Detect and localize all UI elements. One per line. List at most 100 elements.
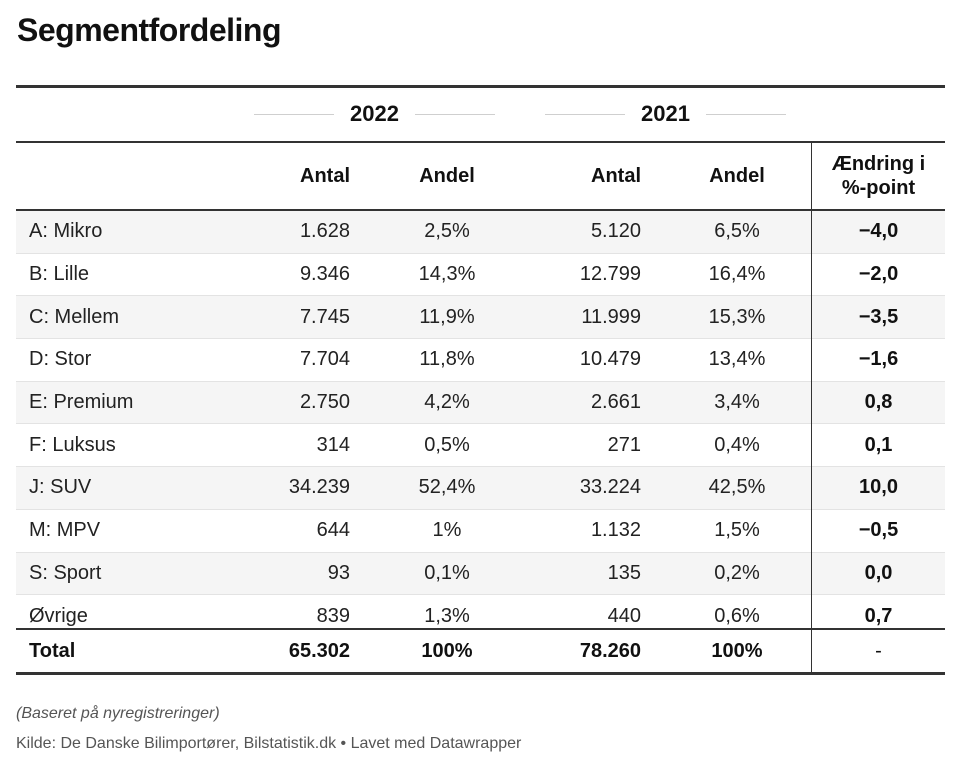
andel-2021-cell: 13,4% — [708, 348, 766, 371]
year-divider-line — [545, 114, 625, 115]
subheader-rule — [16, 209, 945, 211]
change-cell: −1,6 — [858, 348, 899, 371]
andel-2022-cell: 11,8% — [419, 348, 475, 371]
total-antal-2022: 65.302 — [288, 639, 350, 662]
col-header-change-line2: %-point — [841, 177, 916, 199]
andel-2021-cell: 15,3% — [708, 305, 766, 328]
segment-label: A: Mikro — [29, 220, 103, 243]
col-header-andel-2021: Andel — [709, 164, 765, 187]
andel-2021-cell: 6,5% — [714, 220, 760, 243]
antal-2021-cell: 5.120 — [590, 220, 641, 243]
change-cell: −4,0 — [858, 220, 899, 243]
segment-label: C: Mellem — [29, 305, 120, 328]
antal-2022-cell: 34.239 — [288, 476, 350, 499]
antal-2021-cell: 271 — [607, 433, 641, 456]
andel-2022-cell: 0,1% — [424, 561, 470, 584]
segment-label: M: MPV — [29, 519, 101, 542]
andel-2021-cell: 3,4% — [714, 391, 760, 414]
col-header-change: Ændring i %-point — [812, 143, 945, 209]
table-row: C: Mellem 7.745 11,9% 11.999 15,3% −3,5 — [16, 296, 945, 340]
segment-label: B: Lille — [29, 263, 90, 286]
antal-2021-cell: 440 — [607, 604, 641, 627]
antal-2021-cell: 33.224 — [579, 476, 641, 499]
change-column-divider — [811, 143, 812, 672]
antal-2022-cell: 839 — [316, 604, 350, 627]
bottom-rule — [16, 672, 945, 675]
antal-2021-cell: 11.999 — [581, 305, 641, 328]
change-cell: 0,7 — [864, 604, 893, 627]
table-row: E: Premium 2.750 4,2% 2.661 3,4% 0,8 — [16, 381, 945, 425]
segment-label: F: Luksus — [29, 433, 116, 456]
andel-2022-cell: 14,3% — [418, 263, 476, 286]
year-divider-line — [254, 114, 334, 115]
total-rule — [16, 628, 945, 630]
andel-2021-cell: 0,6% — [714, 604, 760, 627]
antal-2021-cell: 12.799 — [579, 263, 641, 286]
year-divider-line — [415, 114, 495, 115]
andel-2021-cell: 1,5% — [714, 519, 760, 542]
change-cell: −2,0 — [858, 263, 899, 286]
table-row: B: Lille 9.346 14,3% 12.799 16,4% −2,0 — [16, 254, 945, 297]
table-row: A: Mikro 1.628 2,5% 5.120 6,5% −4,0 — [16, 211, 945, 254]
antal-2021-cell: 135 — [607, 561, 641, 584]
segment-label: J: SUV — [29, 476, 92, 499]
segment-label: Øvrige — [29, 604, 88, 627]
antal-2022-cell: 314 — [316, 433, 350, 456]
change-cell: −0,5 — [858, 519, 899, 542]
total-antal-2021: 78.260 — [579, 639, 641, 662]
top-rule — [16, 85, 945, 88]
year-header-2022: 2022 — [350, 101, 399, 126]
col-header-change-line1: Ændring i — [831, 153, 926, 175]
table-row: F: Luksus 314 0,5% 271 0,4% 0,1 — [16, 424, 945, 468]
total-row: Total 65.302 100% 78.260 100% - — [16, 630, 945, 672]
table-body: A: Mikro 1.628 2,5% 5.120 6,5% −4,0 B: L… — [16, 211, 945, 637]
change-cell: 0,1 — [864, 433, 893, 456]
andel-2021-cell: 42,5% — [708, 476, 766, 499]
andel-2022-cell: 1,3% — [424, 604, 470, 627]
change-cell: 0,8 — [864, 391, 893, 414]
andel-2022-cell: 11,9% — [419, 305, 475, 328]
table-row: D: Stor 7.704 11,8% 10.479 13,4% −1,6 — [16, 339, 945, 382]
antal-2021-cell: 1.132 — [590, 519, 641, 542]
antal-2022-cell: 644 — [316, 519, 350, 542]
table-row: M: MPV 644 1% 1.132 1,5% −0,5 — [16, 510, 945, 553]
andel-2022-cell: 52,4% — [418, 476, 476, 499]
change-cell: 10,0 — [859, 476, 898, 499]
andel-2022-cell: 4,2% — [424, 391, 470, 414]
source-line: Kilde: De Danske Bilimportører, Bilstati… — [16, 735, 522, 752]
chart-title: Segmentfordeling — [17, 12, 282, 48]
table-row: S: Sport 93 0,1% 135 0,2% 0,0 — [16, 552, 945, 596]
table-row: J: SUV 34.239 52,4% 33.224 42,5% 10,0 — [16, 467, 945, 510]
year-group-2022: 2022 — [254, 98, 495, 132]
segment-label: S: Sport — [29, 561, 102, 584]
andel-2022-cell: 1% — [432, 519, 462, 542]
year-group-2021: 2021 — [545, 98, 786, 132]
andel-2021-cell: 0,4% — [714, 433, 760, 456]
change-cell: 0,0 — [864, 561, 893, 584]
antal-2022-cell: 9.346 — [299, 263, 350, 286]
antal-2022-cell: 1.628 — [299, 220, 350, 243]
col-header-antal-2022: Antal — [300, 164, 350, 187]
antal-2021-cell: 2.661 — [590, 391, 641, 414]
andel-2022-cell: 2,5% — [424, 220, 470, 243]
header-rule — [16, 141, 945, 143]
antal-2021-cell: 10.479 — [579, 348, 641, 371]
segment-label: D: Stor — [29, 348, 92, 371]
andel-2021-cell: 16,4% — [708, 263, 766, 286]
andel-2022-cell: 0,5% — [424, 433, 470, 456]
antal-2022-cell: 93 — [327, 561, 350, 584]
year-header-2021: 2021 — [641, 101, 690, 126]
total-andel-2021: 100% — [711, 639, 763, 662]
footnote: (Baseret på nyregistreringer) — [16, 705, 220, 722]
col-header-andel-2022: Andel — [419, 164, 475, 187]
antal-2022-cell: 7.745 — [299, 305, 350, 328]
table-row: Øvrige 839 1,3% 440 0,6% 0,7 — [16, 595, 945, 637]
antal-2022-cell: 2.750 — [299, 391, 350, 414]
andel-2021-cell: 0,2% — [714, 561, 760, 584]
change-cell: −3,5 — [858, 305, 899, 328]
total-andel-2022: 100% — [421, 639, 473, 662]
antal-2022-cell: 7.704 — [299, 348, 350, 371]
segment-label: E: Premium — [29, 391, 134, 414]
total-label: Total — [29, 639, 76, 662]
col-header-antal-2021: Antal — [591, 164, 641, 187]
